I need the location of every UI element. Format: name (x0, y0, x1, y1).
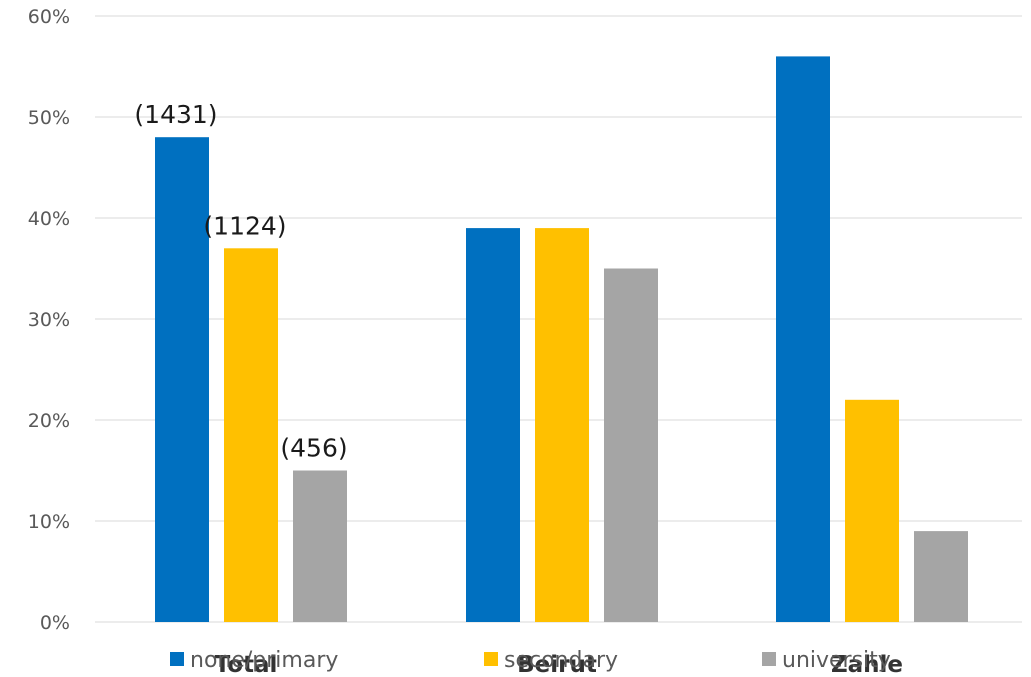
bar-secondary-total (224, 248, 278, 623)
bar-none-primary-beirut (466, 228, 520, 622)
data-label: (1431) (134, 100, 217, 129)
x-axis-categories: Total Beirut Zahle (215, 652, 903, 677)
y-axis-ticks: 0% 10% 20% 30% 40% 50% 60% (28, 6, 70, 634)
legend-item[interactable]: secondary (484, 648, 618, 673)
legend-item[interactable]: university (762, 648, 891, 673)
legend: none/primary secondary university (170, 648, 891, 673)
bar-secondary-beirut (535, 228, 589, 622)
x-category-label: Total (215, 652, 278, 677)
y-tick-label: 20% (28, 410, 70, 432)
data-label: (1124) (203, 211, 286, 240)
legend-label: university (782, 648, 891, 673)
y-tick-label: 40% (28, 208, 70, 230)
bars (155, 56, 968, 623)
legend-label: none/primary (190, 648, 338, 673)
legend-swatch (762, 652, 776, 666)
y-tick-label: 30% (28, 309, 70, 331)
bar-none-primary-zahle (776, 56, 830, 622)
bar-university-beirut (604, 268, 658, 622)
y-tick-label: 0% (40, 612, 70, 634)
legend-swatch (170, 652, 184, 666)
legend-item[interactable]: none/primary (170, 648, 338, 673)
x-category-label: Beirut (517, 652, 597, 677)
data-labels: (1431) (1124) (456) (134, 100, 347, 462)
legend-swatch (484, 652, 498, 666)
y-tick-label: 10% (28, 511, 70, 533)
y-tick-label: 50% (28, 107, 70, 129)
bar-university-total (293, 470, 347, 622)
y-tick-label: 60% (28, 6, 70, 28)
bar-university-zahle (914, 531, 968, 622)
bar-secondary-zahle (845, 399, 899, 622)
legend-label: secondary (504, 648, 618, 673)
bar-none-primary-total (155, 137, 209, 622)
data-label: (456) (280, 434, 347, 463)
x-category-label: Zahle (831, 652, 903, 677)
